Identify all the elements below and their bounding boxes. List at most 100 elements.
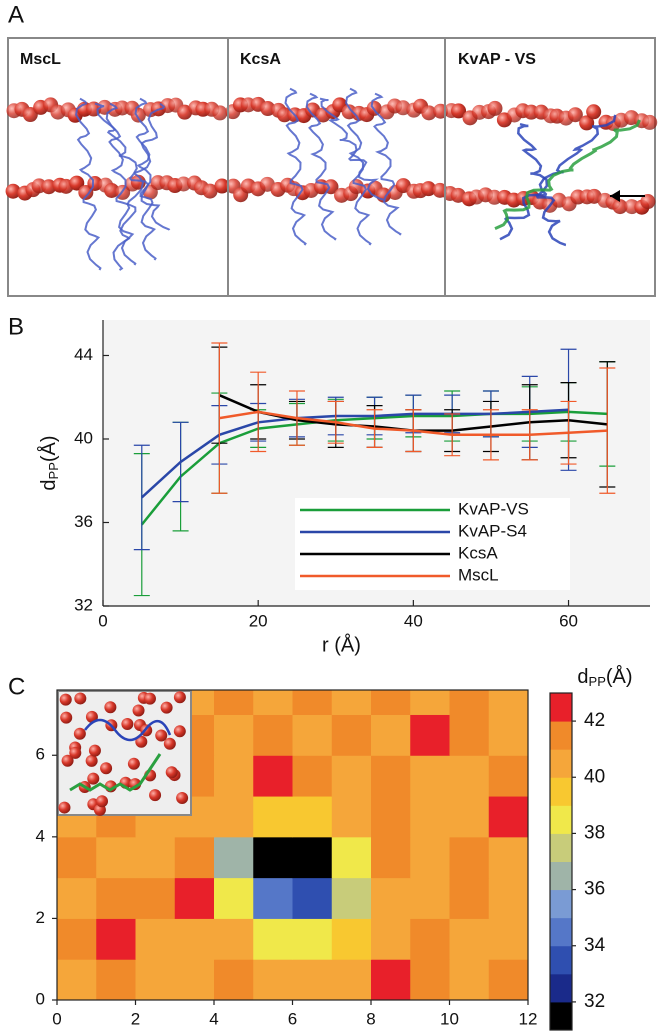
contour-cell [371, 714, 411, 756]
contour-cell [214, 755, 254, 797]
lipid-head [579, 115, 595, 131]
axis-title-part: PP [46, 462, 61, 479]
series-line [140, 408, 569, 499]
lipid-head [61, 754, 74, 767]
contour-cell [488, 714, 528, 756]
lipid-head [487, 100, 503, 116]
image-frame [7, 37, 656, 297]
lipid-head [58, 801, 71, 814]
axis-title-part: PP [589, 674, 606, 689]
contour-cell [410, 796, 450, 838]
contour-cell [214, 714, 254, 756]
contour-cell [292, 918, 333, 960]
protein-trace [305, 92, 337, 241]
x-tick-label: 10 [440, 1009, 459, 1028]
colorbar-segment [550, 945, 572, 975]
contour-cell [135, 959, 176, 1000]
colorbar-tick-label: 32 [584, 991, 605, 1012]
line-chart: 32 36 40 44 0 20 40 60 r (Å) dPP(Å) KvAP-VS KvAP-S4… [37, 320, 650, 656]
contour-cell [214, 877, 254, 919]
y-tick-label: 36 [74, 512, 93, 531]
lipid-head [165, 766, 178, 779]
contour-cell [292, 959, 333, 1000]
arrow-head [610, 190, 620, 202]
contour-cell [135, 877, 176, 919]
colorbar-segment [550, 805, 572, 834]
contour-cell [371, 836, 411, 879]
axis-title: dPP(Å) [37, 435, 61, 490]
protein-trace [345, 87, 372, 246]
contour-chart: 0 2 4 6 8 10 12 0 2 4 6 32 34 36 38 40 42 dPP(Å) [36, 665, 633, 1031]
colorbar-frame [549, 692, 573, 1031]
colorbar-tick-label: 34 [584, 935, 606, 956]
colorbar-segment [550, 833, 572, 862]
contour-cell [488, 877, 528, 919]
contour-cell [488, 836, 528, 879]
lipid-head [640, 194, 656, 210]
contour-cell [331, 796, 372, 838]
lipid-head [176, 176, 192, 192]
y-tick-label: 4 [36, 826, 45, 845]
contour-cell [331, 877, 372, 919]
contour-cell [174, 959, 215, 1000]
lipid-head [421, 105, 437, 121]
lipid-head [69, 746, 82, 759]
contour-cell [449, 918, 490, 960]
x-tick-label: 4 [209, 1009, 218, 1028]
protein-trace [284, 87, 307, 246]
legend-label: KvAP-VS [458, 499, 529, 518]
lipid-head [69, 175, 85, 191]
lipid-head [451, 103, 467, 119]
axis-title-part: d [38, 479, 60, 490]
lipid-head [5, 183, 21, 199]
contour-cell [214, 918, 254, 960]
lipid-head [87, 772, 100, 785]
lipid-head [59, 693, 72, 706]
lipid-head [100, 762, 113, 775]
protein-trace [517, 122, 567, 247]
x-tick-label: 60 [559, 611, 578, 630]
x-tick-label: 0 [98, 611, 107, 630]
structure-label: MscL [20, 51, 61, 68]
panel-a: A MscL KcsA KvAP - VS [5, 1, 658, 297]
y-tick-label: 2 [36, 908, 45, 927]
contour-cell [253, 959, 293, 1000]
contour-cell [331, 836, 372, 879]
series-line [219, 410, 608, 437]
colorbar-segment [550, 889, 572, 919]
colorbar-tick-label: 40 [584, 766, 605, 787]
panel-label: B [8, 313, 24, 340]
colorbar-segment [550, 1001, 572, 1031]
contour-cell [135, 918, 176, 960]
lipid-head [202, 183, 218, 199]
lipid-head [276, 107, 292, 123]
contour-cell [331, 918, 372, 960]
contour-cell [449, 755, 490, 797]
x-tick-label: 6 [288, 1009, 297, 1028]
protein-trace [94, 102, 171, 231]
contour-cell [57, 836, 97, 879]
contour-cell [371, 959, 411, 1000]
axis-title-part: (Å) [37, 435, 60, 462]
lipid-head [143, 692, 156, 705]
protein-trace [84, 718, 172, 742]
contour-cell [292, 755, 333, 797]
lipid-head [130, 107, 146, 123]
contour-cell [174, 836, 215, 879]
contour-cell [57, 877, 97, 919]
contour-cell [214, 690, 254, 715]
lipid-head [160, 701, 173, 714]
lipid-head [132, 704, 145, 717]
lipid-head [173, 691, 186, 704]
contour-cell [371, 918, 411, 960]
x-tick-label: 40 [404, 611, 423, 630]
contour-cell [331, 959, 372, 1000]
contour-cell [135, 836, 176, 879]
contour-cell [410, 959, 450, 1000]
lipid-head [104, 701, 117, 714]
lipid-head [60, 711, 73, 724]
contour-cell [214, 959, 254, 1000]
contour-cell [410, 918, 450, 960]
legend-label: KcsA [458, 543, 498, 562]
